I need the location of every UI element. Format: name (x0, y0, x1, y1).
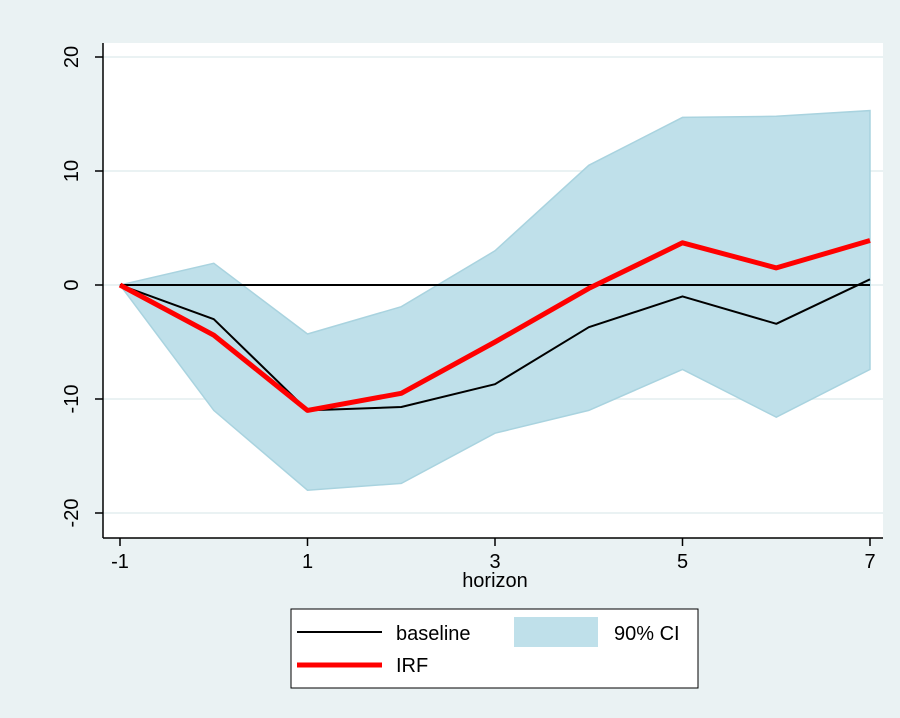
ci-band-layer (118, 109, 871, 491)
y-tick-label-2: 0 (61, 279, 83, 290)
x-tick-label-2: 3 (489, 551, 500, 573)
legend-box (290, 608, 699, 689)
y-tick-label-4: 20 (61, 46, 83, 68)
legend-label-ci: 90% CI (614, 623, 680, 645)
ci-band (118, 109, 871, 491)
series-line-baseline (119, 278, 871, 412)
y-tick-label-3: 10 (61, 160, 83, 182)
legend: baseline 90% CI IRF (290, 608, 699, 689)
axes: -20 -10 0 10 20 -1 1 3 5 7 (61, 43, 883, 573)
x-tick-label-4: 7 (864, 551, 875, 573)
x-axis-title: horizon (462, 570, 528, 592)
series-line-irf (118, 238, 871, 413)
series-layer (118, 238, 871, 413)
x-tick-label-1: 1 (302, 551, 313, 573)
legend-label-irf: IRF (396, 655, 428, 677)
legend-label-baseline: baseline (396, 623, 471, 645)
legend-swatch-ci (514, 617, 598, 647)
x-tick-label-0: -1 (111, 551, 129, 573)
y-tick-label-1: -10 (61, 385, 83, 414)
y-tick-label-0: -20 (61, 499, 83, 528)
x-tick-label-3: 5 (677, 551, 688, 573)
